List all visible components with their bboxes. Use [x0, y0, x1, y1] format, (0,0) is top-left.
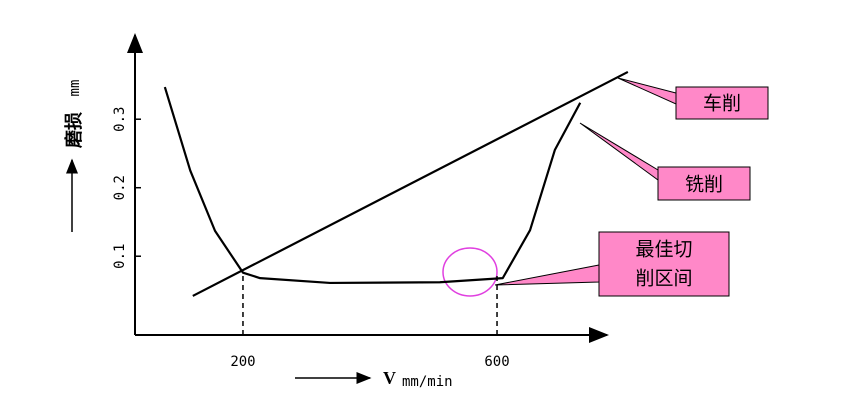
y-tick-label: 0.1	[112, 244, 128, 269]
y-tick-label: 0.3	[112, 107, 128, 132]
callout-optimal: 最佳切 削区间	[494, 231, 730, 297]
y-tick-label: 0.2	[112, 175, 128, 200]
callout-milling: 铣削	[579, 122, 751, 201]
series-line	[163, 86, 582, 285]
y-label: 磨损	[63, 112, 85, 148]
callout-label: 最佳切	[635, 239, 692, 261]
callout-label: 削区间	[635, 268, 692, 290]
y-axis-title: 磨损 mm	[63, 80, 85, 148]
x-tick-label: 200	[230, 354, 255, 370]
x-label: V	[383, 368, 396, 388]
series-line	[192, 70, 629, 297]
callout-turning: 车削	[617, 77, 769, 120]
callout-label: 车削	[703, 93, 741, 115]
y-unit: mm	[67, 80, 83, 97]
x-tick-label: 600	[484, 354, 509, 370]
highlight-circle	[442, 247, 498, 297]
x-unit: mm/min	[402, 374, 453, 390]
callout-label: 铣削	[685, 174, 723, 196]
